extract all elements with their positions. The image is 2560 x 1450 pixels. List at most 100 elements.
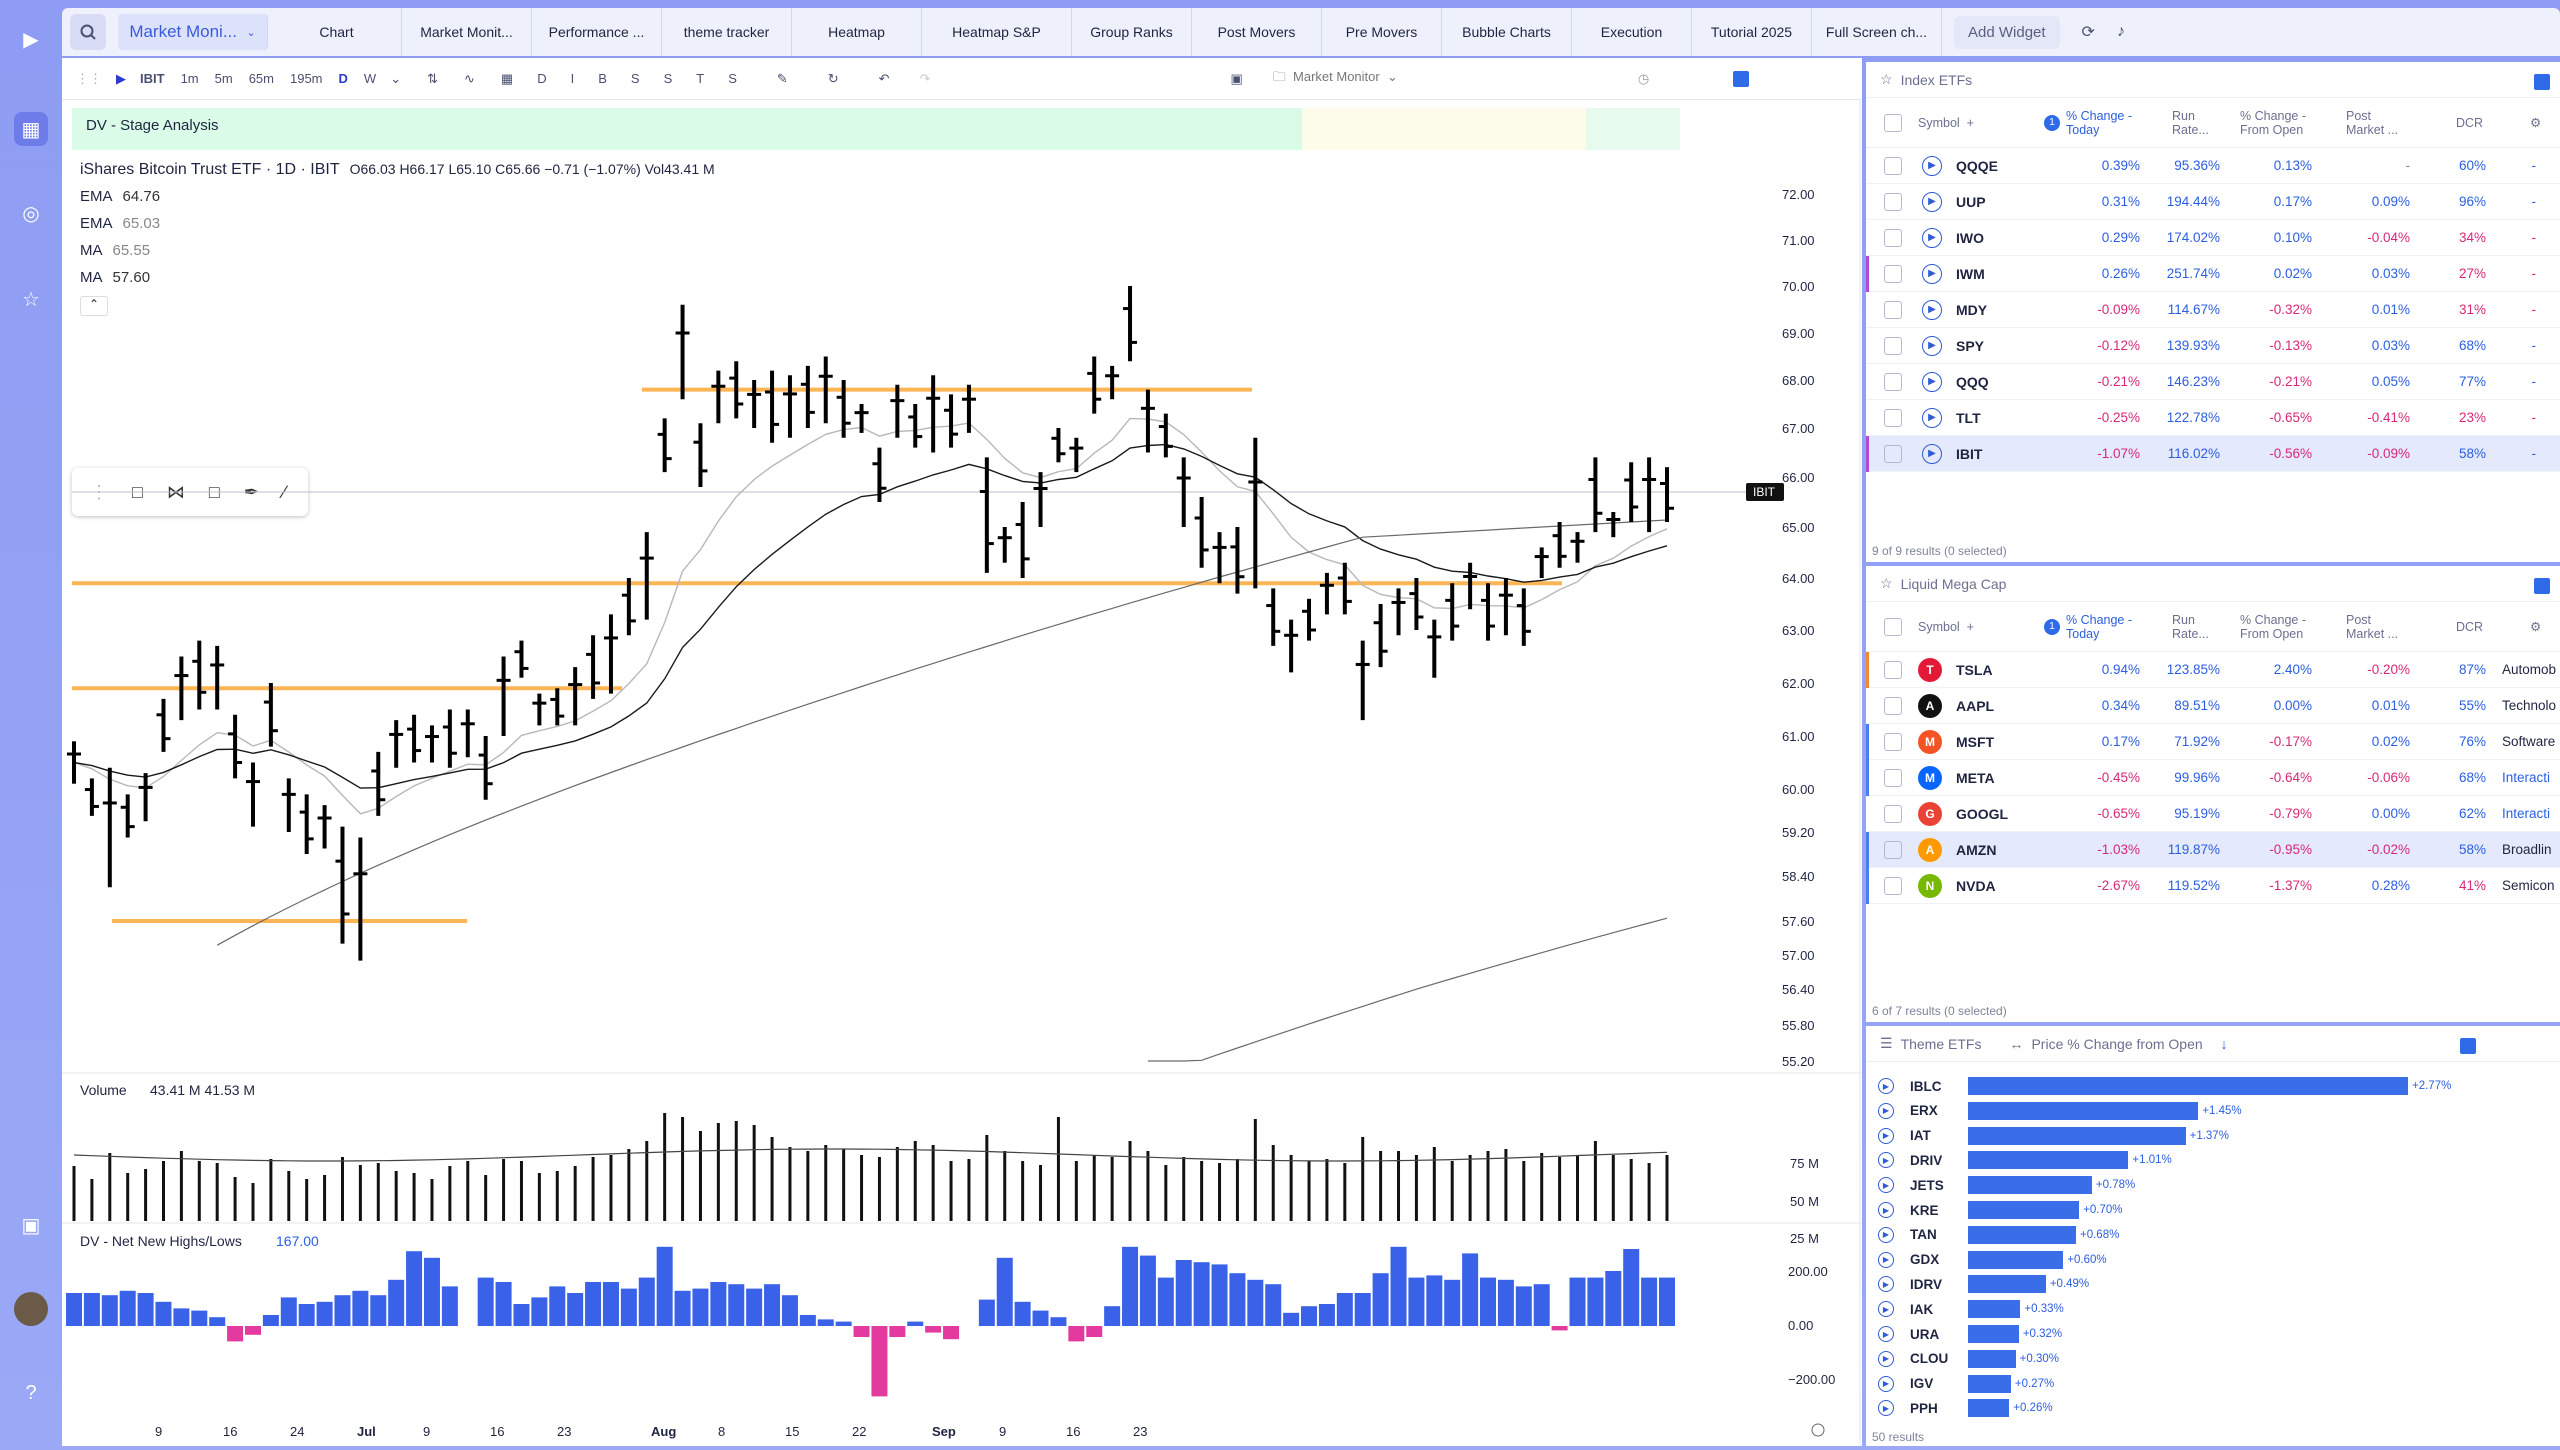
col-run[interactable]: Run Rate... xyxy=(2172,612,2209,641)
rectangle-tool-icon[interactable]: □ xyxy=(132,481,143,502)
row-checkbox[interactable] xyxy=(1884,156,1902,175)
table-row[interactable]: ▶ IWM 0.26% 251.74% 0.02% 0.03% 27% - xyxy=(1866,255,2560,292)
theme-symbol[interactable]: CLOU xyxy=(1910,1351,1949,1367)
theme-symbol[interactable]: IAT xyxy=(1910,1128,1931,1144)
table-row[interactable]: N NVDA -2.67% 119.52% -1.37% 0.28% 41% Semicon xyxy=(1866,867,2560,904)
ticker-symbol[interactable]: META xyxy=(1956,769,1995,786)
ticker-symbol[interactable]: IBIT xyxy=(1956,445,1983,462)
toolbar-letter-4[interactable]: S xyxy=(663,71,673,86)
theme-symbol[interactable]: URA xyxy=(1910,1326,1940,1342)
col-open[interactable]: % Change - From Open xyxy=(2240,108,2307,137)
add-widget-button[interactable]: Add Widget xyxy=(1954,15,2060,49)
table-row[interactable]: ▶ IBIT -1.07% 116.02% -0.56% -0.09% 58% - xyxy=(1866,435,2560,472)
play-icon[interactable]: ▶ xyxy=(1922,191,1942,212)
theme-row[interactable]: ▶ KRE +0.70% xyxy=(1866,1198,2560,1222)
bell-icon[interactable]: ♪ xyxy=(2116,23,2125,40)
interval-65m[interactable]: 65m xyxy=(248,71,274,86)
theme-symbol[interactable]: PPH xyxy=(1910,1400,1938,1416)
row-checkbox[interactable] xyxy=(1884,840,1902,859)
row-checkbox[interactable] xyxy=(1884,372,1902,391)
play-icon[interactable]: ▶ xyxy=(1922,299,1942,320)
play-icon[interactable]: ▶ xyxy=(1878,1276,1894,1293)
table-row[interactable]: ▶ TLT -0.25% 122.78% -0.65% -0.41% 23% - xyxy=(1866,400,2560,436)
row-checkbox[interactable] xyxy=(1884,300,1902,319)
col-dcr[interactable]: DCR xyxy=(2456,115,2484,130)
table-row[interactable]: T TSLA 0.94% 123.85% 2.40% -0.20% 87% Automob xyxy=(1866,651,2560,688)
table-row[interactable]: ▶ MDY -0.09% 114.67% -0.32% 0.01% 31% - xyxy=(1866,292,2560,328)
color-swatch[interactable] xyxy=(2460,1038,2476,1054)
interval-D[interactable]: D xyxy=(338,71,348,86)
tab-6[interactable]: Group Ranks xyxy=(1072,8,1192,56)
target-icon[interactable]: ◎ xyxy=(22,202,40,225)
theme-row[interactable]: ▶ IDRV +0.49% xyxy=(1866,1272,2560,1296)
table-row[interactable]: ▶ QQQ -0.21% 146.23% -0.21% 0.05% 77% - xyxy=(1866,364,2560,400)
theme-symbol[interactable]: IAK xyxy=(1910,1301,1934,1317)
theme-row[interactable]: ▶ IGV +0.27% xyxy=(1866,1372,2560,1396)
play-icon[interactable]: ▶ xyxy=(1878,1202,1894,1218)
ticker-symbol[interactable]: SPY xyxy=(1956,337,1985,354)
graduation-icon[interactable]: ▣ xyxy=(21,1214,41,1237)
col-post[interactable]: Post Market ... xyxy=(2346,108,2399,137)
col-open[interactable]: % Change - From Open xyxy=(2240,612,2307,641)
col-run[interactable]: Run Rate... xyxy=(2172,108,2209,137)
play-icon[interactable]: ▶ xyxy=(1878,1226,1894,1243)
toolbar-letter-3[interactable]: S xyxy=(630,71,640,86)
help-icon[interactable]: ? xyxy=(25,1381,37,1404)
color-swatch[interactable] xyxy=(1733,70,1750,87)
ticker-symbol[interactable]: AMZN xyxy=(1956,841,1997,858)
tab-2[interactable]: Performance ... xyxy=(532,8,662,56)
tab-11[interactable]: Tutorial 2025 xyxy=(1692,8,1812,56)
theme-symbol[interactable]: IBLC xyxy=(1910,1078,1942,1094)
select-all-checkbox[interactable] xyxy=(1884,113,1902,132)
play-icon[interactable]: ▶ xyxy=(1878,1078,1894,1094)
play-icon[interactable]: ▶ xyxy=(1878,1301,1894,1318)
theme-row[interactable]: ▶ GDX +0.60% xyxy=(1866,1248,2560,1272)
row-checkbox[interactable] xyxy=(1884,660,1902,679)
table-row[interactable]: ▶ IWO 0.29% 174.02% 0.10% -0.04% 34% - xyxy=(1866,220,2560,256)
row-checkbox[interactable] xyxy=(1884,264,1902,283)
interval-1m[interactable]: 1m xyxy=(180,71,199,86)
redo-icon[interactable]: ↷ xyxy=(919,70,931,86)
star-icon[interactable]: ☆ xyxy=(1880,71,1893,87)
toolbar-letter-2[interactable]: B xyxy=(598,71,607,86)
theme-row[interactable]: ▶ IAT +1.37% xyxy=(1866,1124,2560,1148)
logo-icon[interactable]: ▶ xyxy=(23,28,39,51)
drag-handle-icon[interactable]: ⋮⋮ xyxy=(76,70,102,86)
play-icon[interactable]: ▶ xyxy=(1878,1251,1894,1268)
theme-symbol[interactable]: ERX xyxy=(1910,1103,1938,1119)
tab-0[interactable]: Chart xyxy=(272,8,402,56)
play-icon[interactable]: ▶ xyxy=(1878,1375,1894,1392)
theme-row[interactable]: ▶ JETS +0.78% xyxy=(1866,1173,2560,1197)
ticker-symbol[interactable]: MSFT xyxy=(1956,733,1995,750)
row-checkbox[interactable] xyxy=(1884,768,1902,787)
theme-row[interactable]: ▶ IAK +0.33% xyxy=(1866,1297,2560,1321)
theme-symbol[interactable]: IGV xyxy=(1910,1376,1934,1392)
tab-8[interactable]: Pre Movers xyxy=(1322,8,1442,56)
undo-icon[interactable]: ↶ xyxy=(878,70,890,86)
theme-symbol[interactable]: TAN xyxy=(1910,1227,1937,1243)
interval-195m[interactable]: 195m xyxy=(289,71,323,86)
sort-direction-icon[interactable]: ↓ xyxy=(2220,1035,2228,1052)
theme-metric[interactable]: Price % Change from Open xyxy=(2031,1035,2203,1052)
fib-tool-icon[interactable]: ⋈ xyxy=(166,481,185,502)
avatar[interactable] xyxy=(14,1292,48,1326)
symbol-field[interactable]: IBIT xyxy=(140,71,165,86)
tab-10[interactable]: Execution xyxy=(1572,8,1692,56)
star-icon[interactable]: ☆ xyxy=(22,288,40,311)
play-icon[interactable]: ▶ xyxy=(1878,1102,1894,1119)
tab-1[interactable]: Market Monit... xyxy=(402,8,532,56)
theme-symbol[interactable]: DRIV xyxy=(1910,1152,1943,1168)
play-icon[interactable]: ▶ xyxy=(1922,407,1942,428)
theme-row[interactable]: ▶ PPH +0.26% xyxy=(1866,1396,2560,1420)
row-checkbox[interactable] xyxy=(1884,696,1902,715)
ticker-symbol[interactable]: TSLA xyxy=(1956,661,1993,678)
select-all-checkbox[interactable] xyxy=(1884,617,1902,636)
theme-symbol[interactable]: JETS xyxy=(1910,1177,1944,1193)
table-row[interactable]: A AAPL 0.34% 89.51% 0.00% 0.01% 55% Technolo xyxy=(1866,688,2560,724)
row-checkbox[interactable] xyxy=(1884,876,1902,895)
play-icon[interactable]: ▶ xyxy=(1878,1400,1894,1417)
theme-row[interactable]: ▶ ERX +1.45% xyxy=(1866,1099,2560,1123)
play-icon[interactable]: ▶ xyxy=(1922,263,1942,284)
layout-icon[interactable]: ▣ xyxy=(1230,70,1243,86)
theme-row[interactable]: ▶ TAN +0.68% xyxy=(1866,1223,2560,1247)
